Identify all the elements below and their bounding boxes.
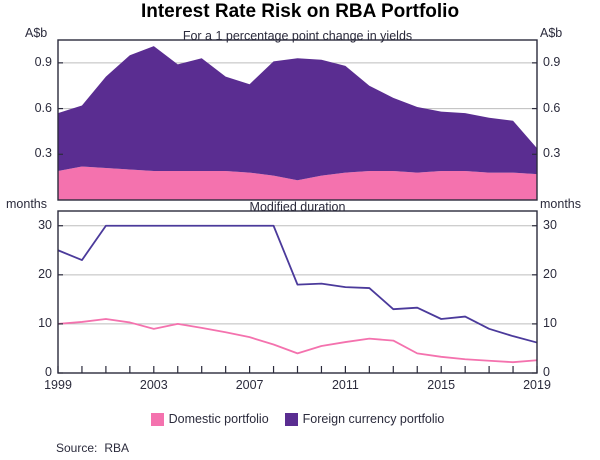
ytick-left-panel-top-0: 0.3: [34, 146, 52, 161]
xtick-label-0: 1999: [44, 378, 72, 392]
source-value: RBA: [104, 441, 130, 455]
legend-swatch-domestic: [150, 412, 164, 426]
ytick-right-panel-bottom-3: 30: [543, 217, 557, 232]
bottom-panel-right-unit: months: [540, 197, 581, 211]
legend-item-domestic: Domestic portfolio: [150, 412, 269, 426]
xtick-label-1: 2003: [139, 378, 168, 392]
xtick-label-2: 2007: [235, 378, 264, 392]
area-series-1: [58, 46, 537, 181]
ytick-right-panel-bottom-2: 20: [543, 266, 557, 281]
legend-item-foreign: Foreign currency portfolio: [284, 412, 445, 426]
ytick-left-panel-bottom-2: 20: [38, 266, 52, 281]
ytick-right-panel-top-1: 0.6: [543, 100, 561, 115]
xtick-label-3: 2011: [331, 378, 359, 392]
chart-title: Interest Rate Risk on RBA Portfolio: [140, 1, 460, 22]
top-panel-right-unit: A$b: [540, 26, 563, 40]
ytick-left-panel-bottom-0: 0: [45, 365, 52, 379]
legend-label-foreign: Foreign currency portfolio: [302, 412, 445, 426]
source-note: Source: RBA: [56, 441, 129, 455]
ytick-right-panel-bottom-1: 10: [543, 315, 557, 330]
ytick-left-panel-top-1: 0.6: [34, 100, 52, 115]
bottom-panel-left-unit: months: [6, 197, 47, 211]
ytick-left-panel-bottom-3: 30: [38, 217, 52, 232]
ytick-left-panel-bottom-1: 10: [38, 315, 52, 330]
ytick-left-panel-top-2: 0.9: [34, 54, 52, 69]
source-label: Source:: [56, 441, 98, 455]
ytick-right-panel-bottom-0: 0: [543, 365, 550, 379]
legend-swatch-foreign: [284, 412, 298, 426]
legend-label-domestic: Domestic portfolio: [168, 412, 269, 426]
xtick-label-4: 2015: [427, 378, 456, 392]
xtick-label-5: 2019: [523, 378, 551, 392]
ytick-right-panel-top-0: 0.3: [543, 146, 561, 161]
top-panel-left-unit: A$b: [25, 26, 48, 40]
area-series-0: [58, 166, 537, 200]
line-series-0: [57, 318, 538, 364]
chart-legend: Domestic portfolio Foreign currency port…: [58, 412, 537, 426]
line-series-1: [57, 224, 538, 344]
ytick-right-panel-top-2: 0.9: [543, 54, 561, 69]
